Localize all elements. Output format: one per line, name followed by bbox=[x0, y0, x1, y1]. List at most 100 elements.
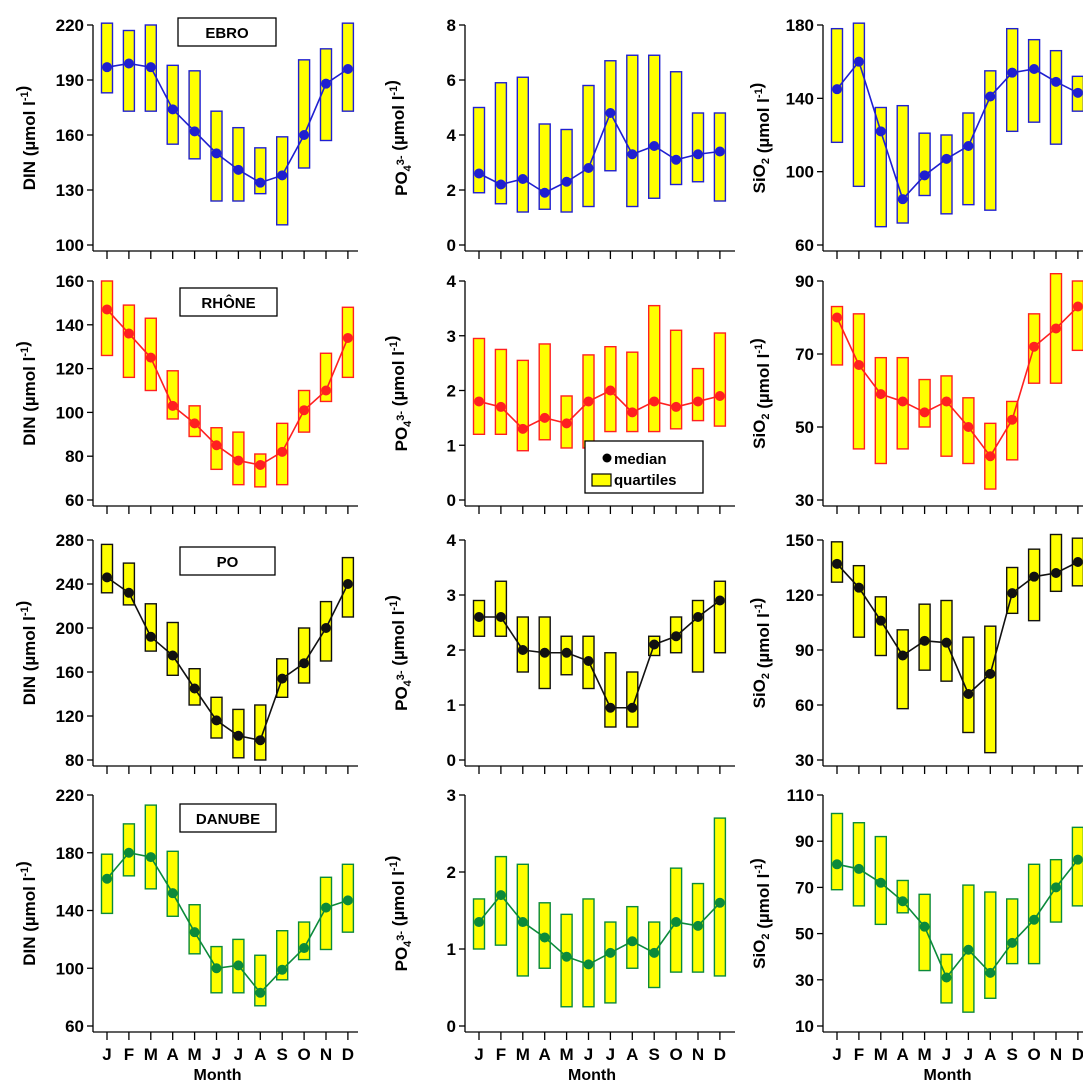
median-point-r3-c2-11 bbox=[1072, 854, 1083, 865]
median-point-r3-c2-0 bbox=[832, 859, 842, 870]
median-point-r1-c2-0 bbox=[832, 312, 842, 323]
month-label-r3-c0: A bbox=[254, 1045, 266, 1064]
median-point-r2-c0-9 bbox=[299, 658, 310, 669]
quartile-box-r1-c1-10 bbox=[691, 367, 705, 422]
quartile-box-r1-c1-11 bbox=[713, 332, 727, 427]
month-label-r3-c0: M bbox=[188, 1045, 202, 1064]
quartile-box-r2-c0-3 bbox=[166, 621, 179, 676]
quartile-box-r0-c2-6 bbox=[962, 112, 975, 206]
y-axis-label-r2-c2: SiO2 (µmol l-1) bbox=[747, 598, 773, 709]
quartile-box-r3-c0-7 bbox=[254, 954, 267, 1007]
median-point-r2-c2-3 bbox=[897, 650, 908, 661]
quartile-box-r1-c1-8 bbox=[648, 304, 661, 433]
y-tick-label-r3-c0: 180 bbox=[56, 844, 84, 863]
median-point-r2-c1-6 bbox=[605, 702, 616, 713]
quartile-box-r2-c0-1 bbox=[122, 562, 136, 606]
median-point-r0-c1-7 bbox=[627, 149, 638, 160]
median-point-r2-c2-1 bbox=[853, 582, 864, 593]
quartile-box-r0-c1-2 bbox=[516, 76, 529, 213]
y-tick-label-r2-c0: 240 bbox=[56, 575, 84, 594]
x-axis-title-r3-c1: Month bbox=[568, 1067, 616, 1084]
legend-median-label: median bbox=[614, 451, 667, 468]
median-line-r2-c0 bbox=[106, 576, 349, 742]
quartile-box-r0-c0-6 bbox=[232, 126, 245, 202]
quartile-box-r0-c0-8 bbox=[276, 136, 289, 226]
median-point-r1-c1-3 bbox=[539, 412, 550, 423]
quartile-box-r0-c2-2 bbox=[874, 106, 887, 228]
y-axis-label-r3-c2: SiO2 (µmol l-1) bbox=[747, 858, 773, 969]
median-point-r1-c2-6 bbox=[963, 422, 974, 432]
median-point-r1-c2-3 bbox=[897, 396, 908, 407]
median-point-r2-c2-6 bbox=[963, 689, 974, 699]
month-label-r3-c0: J bbox=[102, 1045, 111, 1064]
median-point-r2-c1-0 bbox=[474, 612, 484, 622]
quartile-box-r2-c2-10 bbox=[1049, 533, 1063, 593]
quartile-box-r3-c0-0 bbox=[100, 853, 114, 915]
quartile-box-r1-c0-7 bbox=[254, 453, 267, 488]
quartile-box-r2-c1-2 bbox=[516, 616, 529, 673]
y-tick-label-r2-c0: 200 bbox=[56, 619, 84, 638]
y-tick-label-r3-c1: 0 bbox=[447, 1017, 456, 1036]
median-point-r3-c0-9 bbox=[299, 943, 310, 954]
median-point-r1-c0-7 bbox=[255, 459, 266, 470]
quartile-box-r0-c2-5 bbox=[940, 134, 953, 215]
median-point-r2-c0-8 bbox=[277, 673, 288, 684]
y-tick-label-r1-c0: 80 bbox=[65, 447, 84, 466]
median-point-r0-c2-6 bbox=[963, 141, 974, 151]
median-point-r2-c0-6 bbox=[233, 730, 244, 741]
y-tick-label-r2-c2: 60 bbox=[795, 696, 814, 715]
y-tick-label-r1-c1: 4 bbox=[447, 272, 457, 291]
month-label-r3-c1: J bbox=[584, 1045, 593, 1064]
month-label-r3-c2: S bbox=[1007, 1045, 1018, 1064]
median-point-r0-c1-11 bbox=[714, 146, 725, 157]
river-label-box-1 bbox=[179, 287, 278, 317]
y-tick-label-r3-c0: 100 bbox=[56, 959, 84, 978]
median-point-r1-c2-2 bbox=[875, 389, 886, 400]
river-label-3: DANUBE bbox=[196, 811, 260, 828]
median-point-r1-c2-8 bbox=[1007, 414, 1018, 425]
y-axis-label-r1-c1: PO43- (µmol l-1) bbox=[382, 336, 414, 452]
median-point-r2-c2-0 bbox=[832, 558, 842, 569]
y-tick-label-r1-c2: 90 bbox=[795, 272, 814, 291]
quartile-box-r1-c2-8 bbox=[1006, 400, 1019, 461]
month-label-r3-c2: J bbox=[964, 1045, 973, 1064]
median-point-r1-c2-5 bbox=[941, 396, 952, 407]
median-point-r0-c2-0 bbox=[832, 84, 842, 95]
quartile-box-r1-c0-1 bbox=[122, 304, 136, 379]
median-point-r2-c2-11 bbox=[1072, 557, 1083, 567]
y-tick-label-r3-c2: 90 bbox=[795, 832, 814, 851]
median-point-r3-c1-3 bbox=[539, 932, 550, 943]
median-point-r3-c2-2 bbox=[875, 877, 886, 888]
y-tick-label-r1-c0: 100 bbox=[56, 403, 84, 422]
y-tick-label-r1-c2: 50 bbox=[795, 418, 814, 437]
quartile-box-r1-c2-1 bbox=[852, 313, 866, 450]
quartile-box-r1-c0-0 bbox=[100, 280, 114, 357]
median-point-r0-c2-11 bbox=[1072, 87, 1083, 98]
median-point-r0-c0-3 bbox=[167, 104, 178, 115]
quartile-box-r0-c1-9 bbox=[669, 71, 683, 186]
median-point-r3-c1-0 bbox=[474, 917, 484, 928]
quartile-box-r0-c0-0 bbox=[100, 22, 114, 94]
quartile-box-r2-c2-9 bbox=[1027, 548, 1041, 622]
median-point-r2-c2-10 bbox=[1051, 568, 1061, 578]
y-tick-label-r0-c2: 140 bbox=[786, 89, 814, 108]
month-label-r3-c0: M bbox=[144, 1045, 158, 1064]
median-point-r1-c2-4 bbox=[919, 407, 930, 418]
y-tick-label-r1-c1: 2 bbox=[447, 382, 456, 401]
y-tick-label-r0-c0: 220 bbox=[56, 16, 84, 35]
median-point-r3-c1-10 bbox=[693, 920, 703, 931]
y-tick-label-r0-c0: 100 bbox=[56, 236, 84, 255]
y-tick-label-r2-c2: 150 bbox=[786, 531, 814, 550]
median-point-r0-c1-2 bbox=[517, 174, 528, 184]
median-line-r1-c0 bbox=[106, 308, 349, 466]
river-label-box-2 bbox=[179, 546, 276, 576]
quartile-box-r0-c1-11 bbox=[713, 112, 727, 202]
month-label-r3-c0: J bbox=[234, 1045, 243, 1064]
quartile-box-r0-c1-0 bbox=[472, 106, 486, 194]
median-point-r2-c1-1 bbox=[495, 612, 506, 622]
median-point-r3-c0-3 bbox=[167, 888, 178, 899]
median-point-r1-c0-0 bbox=[102, 304, 112, 315]
y-axis-label-r2-c1: PO43- (µmol l-1) bbox=[382, 595, 414, 711]
river-label-0: EBRO bbox=[205, 25, 249, 42]
median-line-r0-c1 bbox=[478, 111, 720, 194]
